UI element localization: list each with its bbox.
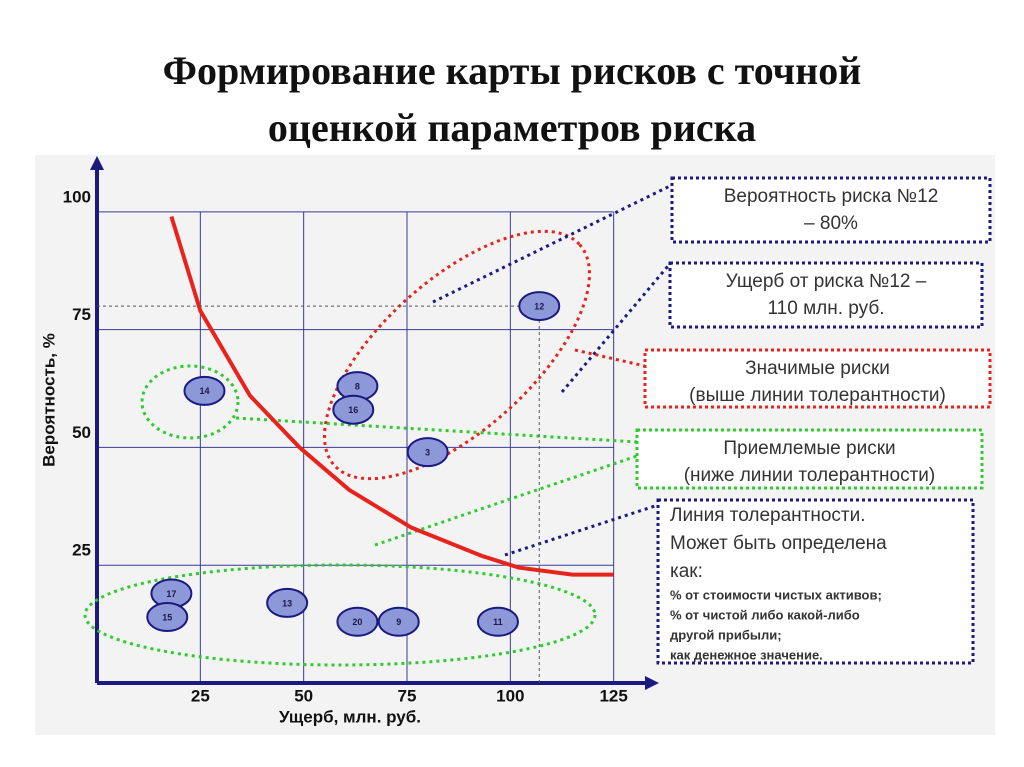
risk-point (476, 606, 519, 637)
note-text: 110 млн. руб. (768, 298, 885, 319)
risk-label: 9 (396, 617, 401, 627)
risk-label: 3 (425, 448, 430, 458)
y-axis-label: Вероятность, % (39, 333, 58, 467)
risk-label: 8 (355, 382, 360, 392)
note-text: Может быть определена (670, 533, 887, 554)
x-axis-label: Ущерб, млн. руб. (279, 707, 421, 726)
y-tick-label: 50 (72, 423, 91, 442)
axis-arrow (645, 676, 659, 690)
connector (504, 503, 659, 557)
acceptable-region (83, 563, 597, 667)
note-text: (выше линии толерантности) (689, 385, 946, 406)
risk-label: 16 (348, 405, 358, 415)
connector (432, 183, 673, 304)
x-tick-label: 75 (398, 686, 417, 705)
x-tick-label: 125 (599, 686, 627, 705)
risk-point (336, 606, 379, 637)
note-detail: как денежное значение. (670, 647, 823, 662)
note-text: – 80% (804, 213, 858, 234)
risk-label: 15 (162, 612, 172, 622)
risk-label: 11 (493, 617, 503, 627)
note-detail: % от стоимости чистых активов; (670, 587, 882, 602)
connector (574, 348, 646, 368)
y-tick-label: 25 (72, 541, 91, 560)
note-box (670, 176, 992, 244)
risk-point (518, 291, 561, 322)
note-text: Линия толерантности. (670, 505, 866, 526)
axis-arrow (90, 156, 104, 170)
note-text: Приемлемые риски (723, 438, 895, 459)
note-box (656, 498, 975, 665)
x-tick-label: 100 (496, 686, 524, 705)
x-tick-label: 50 (294, 686, 313, 705)
note-text: (ниже линии толерантности) (684, 465, 936, 486)
y-tick-label: 100 (63, 187, 91, 206)
y-tick-label: 75 (72, 305, 91, 324)
title: Формирование карты рисков с точной оценк… (162, 48, 862, 150)
risk-point (266, 587, 309, 618)
risk-label: 13 (282, 598, 292, 608)
note-text: Ущерб от риска №12 – (726, 271, 927, 292)
note-text: Вероятность риска №12 (724, 186, 939, 207)
note-text: как: (670, 561, 703, 582)
risk-label: 12 (534, 301, 544, 311)
x-tick-label: 25 (191, 686, 210, 705)
risk-label: 20 (352, 617, 362, 627)
risk-label: 14 (199, 386, 209, 396)
note-box (635, 428, 984, 490)
connectors (235, 183, 673, 557)
tolerance-curve (169, 215, 614, 577)
note-detail: % от чистой либо какой-либо (670, 607, 860, 622)
note-text: Значимые риски (745, 358, 890, 379)
risk-point (406, 437, 449, 468)
acceptable-region (140, 364, 240, 440)
note-detail: другой прибыли; (670, 627, 782, 642)
risk-point (183, 375, 226, 406)
note-box (668, 261, 984, 329)
risk-label: 17 (166, 589, 176, 599)
risk-point (146, 602, 189, 633)
significant-region (323, 229, 591, 481)
risk-point (332, 394, 375, 425)
risk-point (377, 606, 420, 637)
note-box (643, 348, 992, 409)
